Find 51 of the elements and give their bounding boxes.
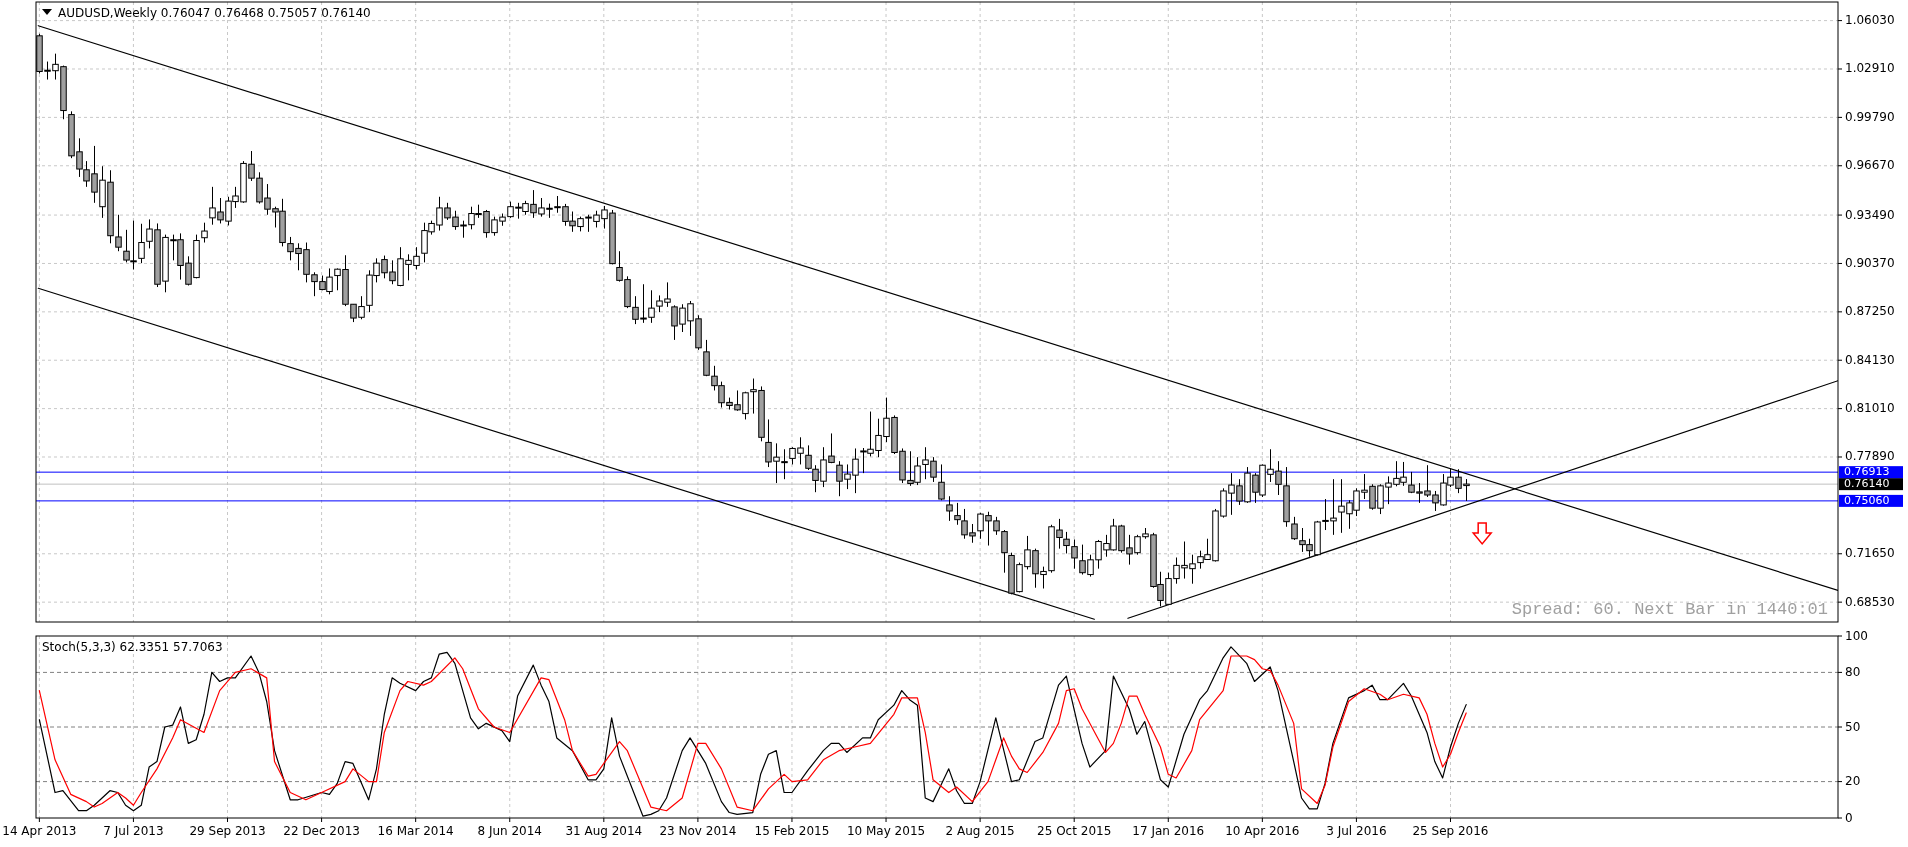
candlestick <box>115 214 122 252</box>
y-tick-label: 0.71650 <box>1845 546 1895 561</box>
y-tick-label: 50 <box>1845 719 1861 734</box>
y-tick-label: 0.93490 <box>1845 207 1895 222</box>
x-tick-label: 17 Jan 2016 <box>1132 824 1205 838</box>
candlestick <box>1063 531 1070 554</box>
y-tick-label: 80 <box>1845 664 1861 679</box>
x-tick-label: 23 Nov 2014 <box>659 824 737 838</box>
y-tick-label: 0.68530 <box>1845 594 1895 609</box>
candlestick <box>1291 516 1298 541</box>
candlestick <box>138 223 145 264</box>
candlestick <box>703 339 710 377</box>
y-tick-label: 0.99790 <box>1845 109 1895 124</box>
candlestick <box>938 463 945 501</box>
y-tick-label: 0 <box>1845 810 1853 825</box>
chart-title: AUDUSD,Weekly 0.76047 0.76468 0.75057 0.76140 <box>58 6 371 20</box>
ref-line-label: 0.76140 <box>1844 477 1890 491</box>
candlestick <box>1001 529 1008 574</box>
y-tick-label: 1.06030 <box>1845 13 1895 28</box>
x-tick-label: 25 Sep 2016 <box>1412 824 1489 838</box>
y-tick-label: 0.77890 <box>1845 449 1895 464</box>
candlestick <box>1071 539 1078 570</box>
candlestick <box>946 495 953 522</box>
x-tick-label: 7 Jul 2013 <box>103 824 164 838</box>
x-tick-label: 14 Apr 2013 <box>2 824 77 838</box>
x-tick-label: 31 Aug 2014 <box>565 824 643 838</box>
x-tick-label: 2 Aug 2015 <box>945 824 1015 838</box>
chart-title: Stoch(5,3,3) 62.3351 57.7063 <box>42 640 223 654</box>
candlestick <box>954 502 961 526</box>
y-tick-label: 100 <box>1845 628 1868 643</box>
x-tick-label: 15 Feb 2015 <box>754 824 830 838</box>
x-tick-label: 10 Apr 2016 <box>1225 824 1300 838</box>
y-tick-label: 20 <box>1845 774 1861 789</box>
y-tick-label: 0.87250 <box>1845 304 1895 319</box>
annotation: Spread: 60. Next Bar in 1440:01 <box>1511 600 1828 619</box>
ref-line-label: 0.76913 <box>1844 465 1890 479</box>
x-tick-label: 10 May 2015 <box>846 824 926 838</box>
x-tick-label: 29 Sep 2013 <box>189 824 266 838</box>
x-tick-label: 16 Mar 2014 <box>377 824 454 838</box>
candlestick <box>805 444 812 471</box>
y-tick-label: 0.81010 <box>1845 401 1895 416</box>
y-tick-label: 0.84130 <box>1845 352 1895 367</box>
x-tick-label: 25 Oct 2015 <box>1037 824 1112 838</box>
x-tick-label: 22 Dec 2013 <box>283 824 360 838</box>
x-tick-label: 3 Jul 2016 <box>1326 824 1387 838</box>
ref-line-label: 0.75060 <box>1844 493 1890 507</box>
candlestick <box>201 222 208 244</box>
y-tick-label: 0.96670 <box>1845 158 1895 173</box>
y-tick-label: 0.90370 <box>1845 255 1895 270</box>
x-tick-label: 8 Jun 2014 <box>477 824 543 838</box>
y-tick-label: 1.02910 <box>1845 61 1895 76</box>
